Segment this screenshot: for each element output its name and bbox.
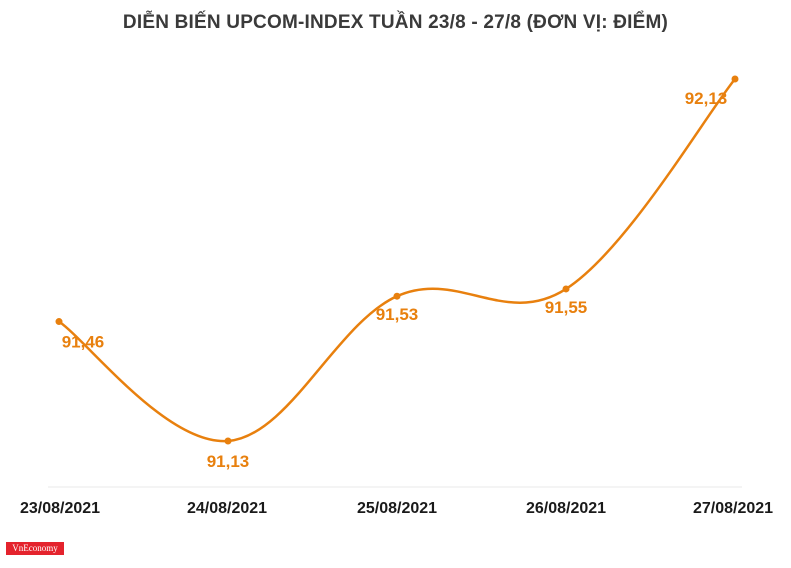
data-label: 91,46 xyxy=(62,333,105,352)
data-label: 91,13 xyxy=(207,452,250,471)
data-point-27-08-2021 xyxy=(731,75,739,83)
data-point-23-08-2021 xyxy=(55,318,63,326)
data-point-25-08-2021 xyxy=(393,292,401,300)
data-point-24-08-2021 xyxy=(224,437,232,445)
x-tick-label: 23/08/2021 xyxy=(20,500,100,517)
x-tick-label: 27/08/2021 xyxy=(693,500,773,517)
chart-title: DIỄN BIẾN UPCOM-INDEX TUẦN 23/8 - 27/8 (… xyxy=(122,12,669,33)
data-label: 91,53 xyxy=(376,305,419,324)
vneconomy-logo: VnEconomy xyxy=(6,542,64,555)
data-point-26-08-2021 xyxy=(562,285,570,293)
x-tick-label: 25/08/2021 xyxy=(357,500,437,517)
series-line xyxy=(57,77,737,443)
data-label: 92,13 xyxy=(685,89,728,108)
data-label: 91,55 xyxy=(545,298,588,317)
x-tick-label: 26/08/2021 xyxy=(526,500,606,517)
x-tick-label: 24/08/2021 xyxy=(187,500,267,517)
